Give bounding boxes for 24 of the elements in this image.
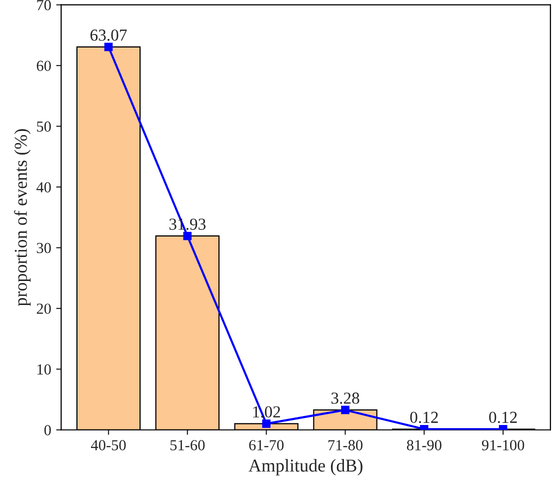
x-tick-label: 61-70 [249, 440, 284, 450]
data-label: 0.12 [410, 412, 438, 424]
y-tick-label: 60 [36, 60, 51, 71]
point [341, 406, 350, 414]
y-tick-label: 0 [44, 425, 51, 436]
y-tick-label: 10 [38, 364, 51, 375]
x-tick-label: 51-60 [170, 440, 205, 450]
y-tick-label: 30 [36, 242, 51, 254]
x-tick-label: 40-50 [90, 440, 126, 450]
x-tick-label: 91-100 [482, 440, 524, 450]
x-tick-label: 81-90 [406, 440, 442, 450]
x-axis-title: Amplitude (dB) [248, 459, 362, 476]
point [104, 42, 113, 52]
x-tick-label: 71-80 [328, 440, 362, 450]
data-label: 3.28 [331, 392, 360, 404]
point [183, 232, 192, 240]
data-label: 0.12 [489, 412, 517, 424]
data-label: 63.07 [90, 30, 127, 41]
y-tick-label: 40 [36, 182, 51, 192]
y-tick-label: 20 [36, 304, 51, 314]
y-tick-label: 70 [37, 0, 51, 10]
point [262, 420, 271, 428]
y-tick-label: 50 [37, 121, 51, 132]
y-axis-title: proportion of events (%) [14, 129, 31, 306]
